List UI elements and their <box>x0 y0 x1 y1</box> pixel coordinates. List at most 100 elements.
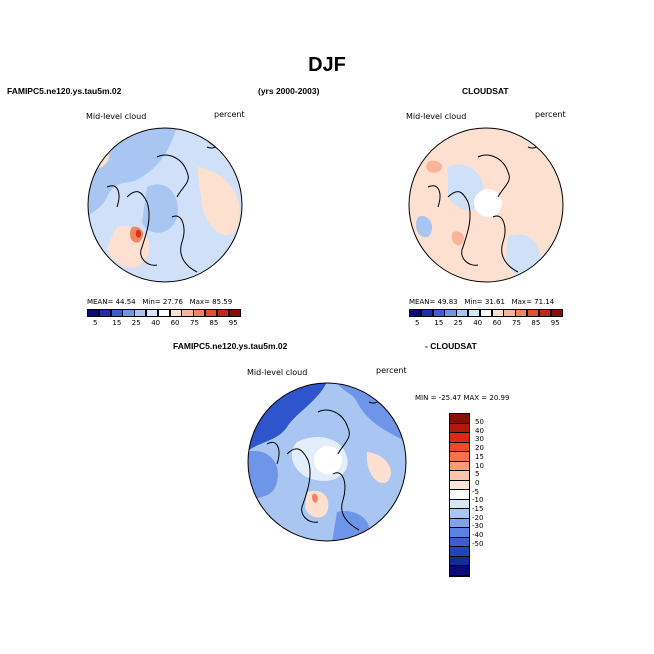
left-colorbar-tick: 60 <box>170 319 180 327</box>
diff-colorbar-swatch <box>450 499 469 509</box>
left-colorbar-swatch <box>228 309 241 317</box>
diff-field-peach2 <box>366 452 391 483</box>
left-mean-label: MEAN= <box>87 298 114 306</box>
right-colorbar-tick: 60 <box>492 319 502 327</box>
right-colorbar-swatch <box>420 309 434 317</box>
figure-title: DJF <box>308 54 346 76</box>
left-colorbar-swatch <box>134 309 147 317</box>
right-colorbar-tick: 85 <box>531 319 541 327</box>
right-mean-label: MEAN= <box>409 298 436 306</box>
diff-colorbar-tick: 30 <box>475 435 484 444</box>
right-max-value: 71.14 <box>534 298 555 306</box>
right-colorbar-tick: 75 <box>512 319 521 327</box>
diff-colorbar <box>449 413 470 577</box>
left-polar-map <box>87 127 243 283</box>
left-colorbar-swatch <box>181 309 194 317</box>
right-colorbar-swatch <box>456 309 469 317</box>
right-colorbar-swatch <box>503 309 516 317</box>
diff-field-peach <box>305 490 329 518</box>
diff-colorbar-tick: -50 <box>472 539 484 548</box>
right-max-label: Max= <box>511 298 532 306</box>
left-colorbar-tick: 75 <box>190 319 199 327</box>
right-colorbar-swatch <box>409 309 422 317</box>
left-coastlines <box>106 140 238 273</box>
left-colorbar <box>87 309 241 317</box>
right-field-orange2 <box>451 231 464 246</box>
right-field-blue3 <box>416 216 433 238</box>
diff-colorbar-tick: -10 <box>472 496 484 505</box>
left-colorbar-swatch <box>169 309 182 317</box>
right-colorbar-tick: 15 <box>434 319 444 327</box>
left-colorbar-swatch <box>122 309 135 317</box>
diff-colorbar-swatch <box>450 509 469 519</box>
right-mean-value: 49.83 <box>437 298 458 306</box>
diff-minmax: MIN = -25.47 MAX = 20.99 <box>415 394 510 402</box>
right-colorbar-swatch <box>467 309 481 317</box>
left-min-value: 27.76 <box>162 298 183 306</box>
right-variable-label: Mid-level cloud <box>406 112 467 121</box>
diff-colorbar-tick: -20 <box>472 513 484 522</box>
diff-colorbar-tick: -5 <box>472 487 479 496</box>
diff-colorbar-swatch <box>450 518 469 528</box>
left-max-value: 85.59 <box>212 298 233 306</box>
left-colorbar-tick: 85 <box>209 319 219 327</box>
right-colorbar-swatch <box>515 309 528 317</box>
diff-field-orange <box>312 493 318 503</box>
right-polar-hole <box>474 189 502 217</box>
right-colorbar-tick: 95 <box>550 319 560 327</box>
left-colorbar-swatch <box>216 309 230 317</box>
left-variable-label: Mid-level cloud <box>86 112 147 121</box>
left-colorbar-swatch <box>157 309 171 317</box>
diff-colorbar-swatch <box>450 528 469 538</box>
diff-colorbar-swatch <box>450 414 469 424</box>
right-colorbar-tick: 40 <box>473 319 483 327</box>
right-colorbar-swatch <box>444 309 457 317</box>
diff-colorbar-tick: 20 <box>475 444 484 453</box>
left-colorbar-swatch <box>98 309 112 317</box>
right-colorbar-swatch <box>432 309 445 317</box>
model-case-label: FAMIPC5.ne120.ys.tau5m.02 <box>7 86 122 96</box>
diff-colorbar-swatch <box>450 452 469 462</box>
diff-polar-hole <box>314 446 342 474</box>
diff-variable-label: Mid-level cloud <box>247 368 308 377</box>
left-colorbar-ticks: 5 15 25 40 60 75 85 95 <box>87 319 247 329</box>
diff-colorbar-tick: 15 <box>475 452 484 461</box>
right-units-label: percent <box>535 110 566 119</box>
diff-colorbar-swatch <box>450 471 469 481</box>
left-field-blue2 <box>142 184 178 233</box>
diff-colorbar-tick: 50 <box>475 418 484 426</box>
right-colorbar-tick: 25 <box>453 319 463 327</box>
right-colorbar-swatch <box>538 309 552 317</box>
diff-colorbar-tick: 10 <box>475 461 484 470</box>
diff-colorbar-swatch <box>450 537 469 547</box>
diff-colorbar-swatch <box>450 461 469 471</box>
left-colorbar-swatch <box>87 309 100 317</box>
right-colorbar-swatch <box>479 309 493 317</box>
diff-colorbar-tick: 5 <box>475 470 480 479</box>
left-min-label: Min= <box>142 298 161 306</box>
diff-colorbar-swatch <box>450 566 469 576</box>
left-mean-value: 44.54 <box>115 298 136 306</box>
right-colorbar-swatch <box>550 309 563 317</box>
diff-colorbar-tick: -30 <box>472 522 484 531</box>
right-stats: MEAN= 49.83 Min= 31.61 Max= 71.14 <box>409 298 554 306</box>
right-field-orange <box>426 160 443 173</box>
left-colorbar-swatch <box>204 309 218 317</box>
diff-colorbar-swatch <box>450 490 469 500</box>
diff-colorbar-tick: -15 <box>472 505 484 513</box>
left-field-red <box>135 229 142 238</box>
right-polar-map <box>408 127 564 283</box>
left-units-label: percent <box>214 110 245 119</box>
diff-colorbar-swatch <box>450 556 469 566</box>
left-colorbar-tick: 15 <box>112 319 122 327</box>
left-field-peach <box>197 167 240 236</box>
diff-colorbar-swatch <box>450 423 469 433</box>
diff-colorbar-ticks: 50 40 30 20 15 10 5 0 -5 -10 -15 -20 -30 -40 -50 <box>472 413 502 583</box>
diff-units-label: percent <box>376 366 407 375</box>
years-label: (yrs 2000-2003) <box>258 86 320 96</box>
left-stats: MEAN= 44.54 Min= 27.76 Max= 85.59 <box>87 298 232 306</box>
right-min-value: 31.61 <box>484 298 505 306</box>
right-colorbar-ticks: 5 15 25 40 60 75 85 95 <box>409 319 569 329</box>
left-colorbar-swatch <box>110 309 123 317</box>
left-colorbar-tick: 5 <box>93 319 98 327</box>
